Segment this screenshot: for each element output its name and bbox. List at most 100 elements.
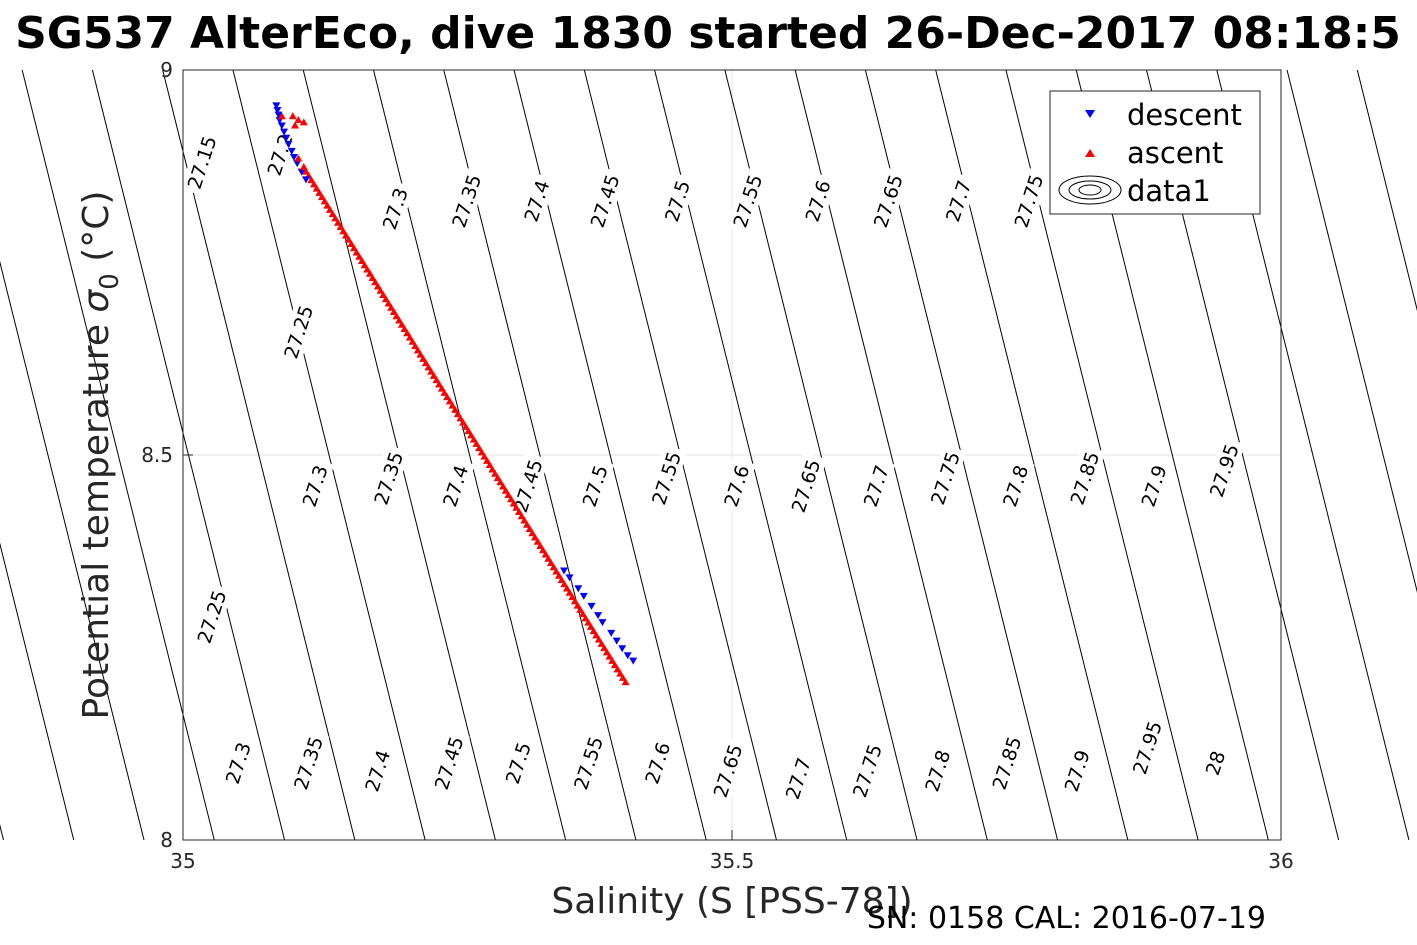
isopycnal-label-bg — [1057, 742, 1097, 800]
ascent-point — [496, 478, 505, 486]
ascent-point — [443, 393, 452, 401]
ascent-point — [333, 218, 342, 226]
isopycnal-label-bg — [726, 167, 769, 235]
legend-data1-label: data1 — [1127, 174, 1211, 208]
ascent-point — [328, 210, 337, 218]
descent-point — [574, 585, 583, 593]
calibration-footer: SN: 0158 CAL: 2016-07-19 — [867, 901, 1266, 936]
isopycnal-label-bg — [1134, 457, 1174, 515]
isopycnal-label-bg — [995, 457, 1035, 515]
ascent-point — [437, 384, 446, 392]
isopycnal-label-bg — [517, 172, 557, 230]
ascent-point — [544, 554, 553, 562]
ascent-point — [491, 469, 500, 477]
descent-point — [579, 592, 588, 600]
ascent-point — [549, 563, 558, 571]
legend-descent-marker — [1085, 110, 1095, 118]
ascent-point — [594, 635, 603, 643]
ascent-point — [445, 397, 454, 405]
ascent-point — [610, 661, 619, 669]
ascent-point — [514, 507, 523, 515]
legend-ascent-label: ascent — [1127, 136, 1223, 170]
ascent-point — [552, 567, 561, 575]
ascent-point — [538, 546, 547, 554]
isopycnal-label-bg — [917, 742, 957, 800]
descent-point — [274, 111, 283, 119]
descent-point — [623, 652, 632, 660]
ascent-point — [589, 627, 598, 635]
ascent-point — [568, 593, 577, 601]
ascent-point — [294, 116, 303, 124]
ascent-point — [341, 231, 350, 239]
descent-point — [273, 107, 282, 115]
ascent-point — [522, 520, 531, 528]
isopycnal-label-bg — [287, 729, 330, 797]
ascent-point — [602, 648, 611, 656]
ascent-point — [387, 303, 396, 311]
descent-point — [618, 645, 627, 653]
ascent-point — [586, 622, 595, 630]
ascent-point — [323, 201, 332, 209]
x-tick-label: 35.5 — [710, 849, 755, 873]
ascent-point — [389, 308, 398, 316]
ascent-point — [357, 256, 366, 264]
ascent-point — [469, 435, 478, 443]
ascent-point — [400, 325, 409, 333]
ascent-point — [384, 299, 393, 307]
isopycnal-label-bg — [778, 749, 818, 807]
y-tick-label: 8.5 — [141, 443, 173, 467]
y-axis-label-subscript: 0 — [95, 273, 125, 290]
data-markers — [272, 102, 638, 665]
ascent-point — [525, 524, 534, 532]
descent-point — [282, 134, 291, 142]
legend-data1-marker — [1058, 175, 1122, 205]
ascent-point — [299, 118, 308, 126]
ascent-point — [608, 656, 617, 664]
ascent-point — [464, 427, 473, 435]
legend-box — [1049, 90, 1261, 215]
ascent-point — [573, 601, 582, 609]
ascent-point — [429, 371, 438, 379]
isopycnal-label-bg — [375, 180, 415, 238]
descent-point — [297, 168, 306, 176]
ascent-point — [576, 605, 585, 613]
ascent-point — [536, 542, 545, 550]
ascent-point — [453, 410, 462, 418]
ascent-point — [317, 193, 326, 201]
ascent-point — [371, 278, 380, 286]
isopycnal-label-bg — [784, 452, 827, 520]
descent-point — [629, 657, 638, 665]
ascent-point — [597, 639, 606, 647]
ascent-point — [363, 265, 372, 273]
ascent-point — [373, 282, 382, 290]
ascent-point — [344, 235, 353, 243]
isopycnal-label-bg — [190, 583, 233, 651]
ascent-point — [325, 205, 334, 213]
isopycnal-label-bg — [938, 172, 978, 230]
ascent-point — [488, 465, 497, 473]
isopycnal-line — [21, 69, 215, 841]
ascent-point — [621, 678, 630, 686]
descent-point — [560, 567, 569, 575]
ascent-point — [554, 571, 563, 579]
isopycnal-label-bg — [637, 734, 677, 792]
isopycnal-label-bg — [260, 126, 300, 184]
ascent-point — [432, 376, 441, 384]
descent-point — [607, 629, 616, 637]
descent-point — [289, 154, 298, 162]
descent-point — [287, 147, 296, 155]
descent-point — [280, 128, 289, 136]
ascent-point — [459, 418, 468, 426]
ascent-point — [581, 614, 590, 622]
y-tick-label: 9 — [160, 58, 173, 82]
y-tick-label: 8 — [160, 828, 173, 852]
ascent-point — [315, 188, 324, 196]
ascent-point — [451, 405, 460, 413]
isopycnal-label: 27.4 — [517, 172, 557, 230]
descent-point — [272, 102, 281, 110]
ascent-point — [480, 452, 489, 460]
isopycnal-label-bg — [583, 167, 626, 235]
isopycnal-label-bg — [427, 729, 470, 797]
ascent-point — [411, 342, 420, 350]
ascent-point — [528, 529, 537, 537]
